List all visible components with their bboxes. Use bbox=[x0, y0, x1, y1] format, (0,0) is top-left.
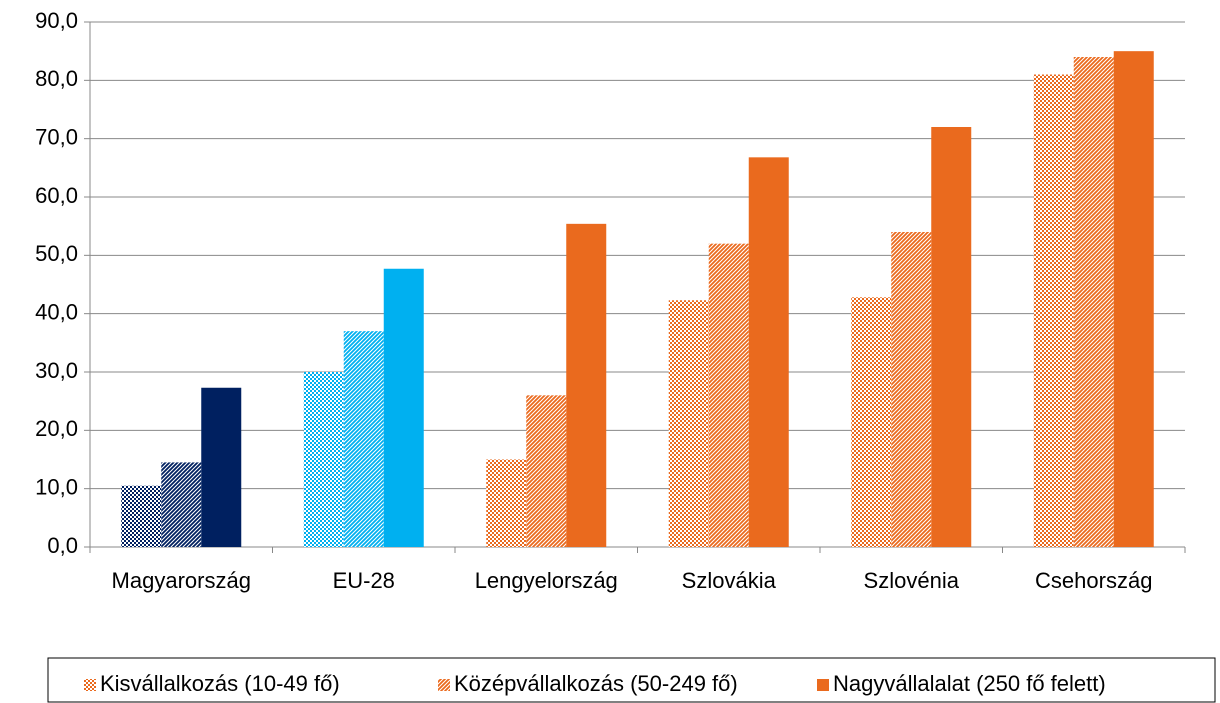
bar bbox=[851, 297, 892, 547]
bar bbox=[201, 387, 242, 547]
x-tick-label: EU-28 bbox=[333, 568, 395, 593]
bar bbox=[566, 223, 607, 548]
x-tick-label: Szlovénia bbox=[864, 568, 960, 593]
y-tick-label: 10,0 bbox=[35, 474, 78, 499]
bar bbox=[383, 268, 424, 547]
legend-swatch bbox=[438, 679, 450, 691]
legend-swatch bbox=[817, 679, 829, 691]
y-tick-label: 40,0 bbox=[35, 299, 78, 324]
x-tick-label: Magyarország bbox=[112, 568, 251, 593]
bar bbox=[748, 157, 789, 548]
bar bbox=[1033, 74, 1074, 547]
legend-label: Nagyvállalalat (250 fő felett) bbox=[833, 671, 1106, 696]
y-tick-label: 50,0 bbox=[35, 241, 78, 266]
bar bbox=[343, 331, 384, 547]
legend-swatch bbox=[84, 679, 96, 691]
y-tick-label: 60,0 bbox=[35, 183, 78, 208]
bar bbox=[303, 372, 344, 547]
bar bbox=[1073, 57, 1114, 547]
bar bbox=[121, 485, 162, 547]
x-tick-label: Csehország bbox=[1035, 568, 1152, 593]
bar bbox=[486, 459, 527, 547]
bar bbox=[161, 462, 202, 547]
y-tick-label: 90,0 bbox=[35, 8, 78, 33]
legend-box bbox=[47, 657, 1216, 703]
y-tick-label: 80,0 bbox=[35, 66, 78, 91]
x-tick-label: Lengyelország bbox=[475, 568, 618, 593]
bar bbox=[1113, 51, 1154, 548]
x-tick-label: Szlovákia bbox=[682, 568, 777, 593]
legend-label: Középvállalkozás (50-249 fő) bbox=[454, 671, 738, 696]
bar bbox=[668, 300, 709, 547]
bar bbox=[526, 395, 567, 547]
y-tick-label: 30,0 bbox=[35, 358, 78, 383]
y-tick-label: 20,0 bbox=[35, 416, 78, 441]
legend-label: Kisvállalkozás (10-49 fő) bbox=[100, 671, 340, 696]
y-tick-label: 70,0 bbox=[35, 124, 78, 149]
bar bbox=[708, 243, 749, 547]
bar bbox=[891, 232, 932, 547]
bar bbox=[931, 127, 972, 547]
y-tick-label: 0,0 bbox=[47, 533, 78, 558]
